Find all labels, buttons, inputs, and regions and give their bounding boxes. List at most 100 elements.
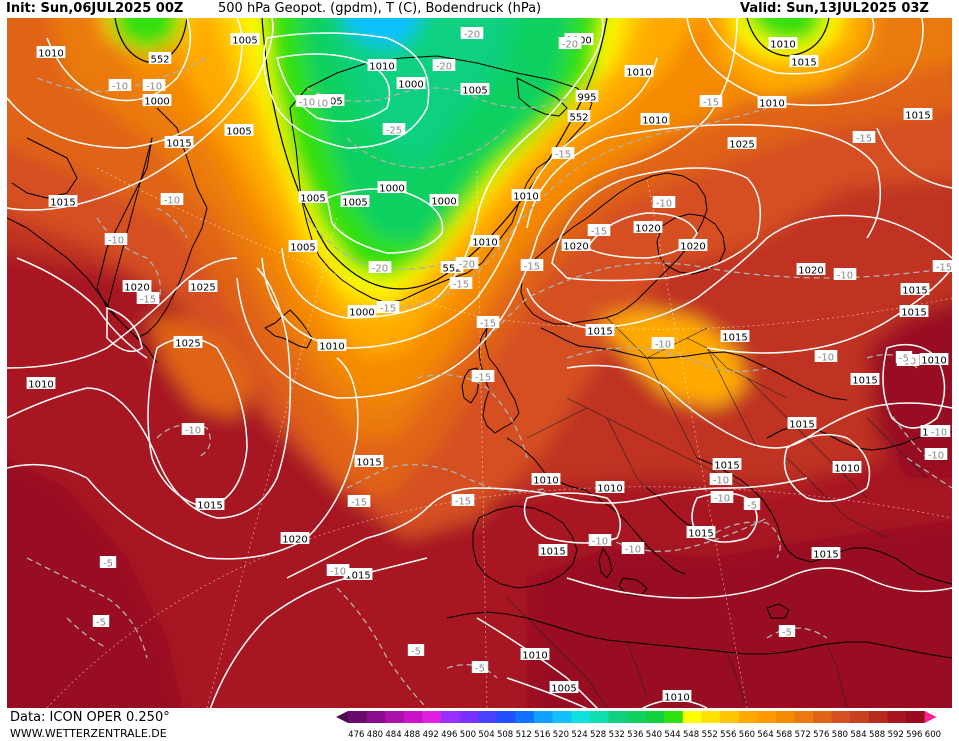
svg-text:-5: -5 — [747, 501, 757, 512]
svg-text:1000: 1000 — [379, 184, 404, 195]
isobar-label: 1015 — [900, 283, 930, 297]
isobar-label: 1000 — [377, 181, 407, 195]
svg-text:-20: -20 — [562, 40, 578, 51]
isobar-label: 1010 — [832, 461, 862, 475]
svg-text:-10: -10 — [656, 199, 672, 210]
isotherm-label: -15 — [520, 259, 544, 273]
isotherm-label: -20 — [432, 59, 456, 73]
isobar-label: 1010 — [26, 377, 56, 391]
colorbar-tick-label: 532 — [609, 730, 625, 740]
svg-text:552: 552 — [569, 113, 588, 124]
isobar-label: 1005 — [224, 124, 254, 138]
svg-text:1015: 1015 — [905, 111, 930, 122]
colorbar-swatch — [459, 711, 479, 723]
isotherm-label: -10 — [181, 423, 205, 437]
isobar-label: 1010 — [662, 690, 692, 704]
colorbar-swatch — [720, 711, 740, 723]
isobar-label: 1015 — [720, 330, 750, 344]
svg-text:-20: -20 — [464, 30, 480, 41]
svg-text:-5: -5 — [411, 647, 421, 658]
colorbar-tick-label: 552 — [702, 730, 718, 740]
colorbar-tick-label: 584 — [850, 730, 866, 740]
svg-text:-10: -10 — [299, 98, 315, 109]
colorbar-swatch — [385, 711, 405, 723]
svg-text:1015: 1015 — [587, 327, 612, 338]
isobar-label: 1000 — [429, 194, 459, 208]
isotherm-label: -10 — [927, 425, 951, 439]
svg-text:1000: 1000 — [144, 97, 169, 108]
isobar-label: 1015 — [712, 458, 742, 472]
svg-text:-5: -5 — [96, 618, 106, 629]
geopotential-label: 552 — [148, 52, 172, 66]
isotherm-label: -15 — [476, 316, 500, 330]
colorbar-swatch — [813, 711, 833, 723]
colorbar-tick-label: 524 — [571, 730, 587, 740]
temperature-labels: -10 -10-20-20-20-25-15-10-10-15-20-20-15-… — [92, 27, 952, 675]
svg-text:1015: 1015 — [813, 550, 838, 561]
svg-text:-10: -10 — [108, 236, 124, 247]
isotherm-label: -20 — [455, 257, 479, 271]
isobar-label: 1015 — [811, 547, 841, 561]
svg-text:1010: 1010 — [834, 464, 859, 475]
isotherm-label: -10 — [833, 268, 857, 282]
svg-text:1025: 1025 — [729, 140, 754, 151]
color-scale-legend: 476 480 484 488 492 496 500 504 508 512 516 520 524 5… — [336, 711, 941, 740]
colorbar-tick-label: 504 — [478, 730, 494, 740]
svg-text:1015: 1015 — [902, 286, 927, 297]
svg-text:-15: -15 — [936, 263, 952, 274]
isotherm-label: -20 — [368, 261, 392, 275]
isotherm-label: -5 — [895, 351, 913, 365]
colorbar-swatch — [738, 711, 758, 723]
init-time: Init: Sun,06JUL2025 00Z — [6, 1, 184, 16]
colorbar-swatch — [831, 711, 851, 723]
svg-text:-10: -10 — [931, 428, 947, 439]
colorbar-high-arrow — [924, 711, 937, 723]
isotherm-label: -10 — [651, 337, 675, 351]
isotherm-label: -5 — [92, 615, 110, 629]
svg-text:-15: -15 — [555, 150, 571, 161]
svg-text:-15: -15 — [856, 134, 872, 145]
isotherm-label: -10 — [652, 196, 676, 210]
isobar-label: 1000 — [142, 94, 172, 108]
colorbar-swatch — [906, 711, 926, 723]
isobar-label: 1020 — [122, 280, 152, 294]
colorbar-tick-label: 568 — [776, 730, 792, 740]
svg-text:995: 995 — [577, 93, 596, 104]
svg-text:1005: 1005 — [551, 684, 576, 695]
colorbar-tick-label: 540 — [646, 730, 662, 740]
svg-text:-5: -5 — [103, 559, 113, 570]
isobar-label: 1010 — [595, 481, 625, 495]
colorbar-tick-label: 556 — [720, 730, 736, 740]
svg-text:-15: -15 — [453, 280, 469, 291]
colorbar-swatch — [850, 711, 870, 723]
svg-text:1020: 1020 — [563, 242, 588, 253]
isobar-label: 1025 — [727, 137, 757, 151]
isobar-label: 1015 — [195, 498, 225, 512]
svg-text:1015: 1015 — [852, 376, 877, 387]
colorbar-tick-label: 536 — [627, 730, 643, 740]
isotherm-label: -5 — [407, 644, 425, 658]
colorbar-swatch — [664, 711, 684, 723]
colorbar-tick-label: 520 — [553, 730, 569, 740]
isotherm-label: -5 — [743, 498, 761, 512]
svg-text:-20: -20 — [459, 260, 475, 271]
colorbar-swatch — [589, 711, 609, 723]
svg-text:-10: -10 — [928, 451, 944, 462]
geopotential-labels: 552 552 552 — [148, 52, 591, 275]
isobar-label: 1010 — [768, 37, 798, 51]
colorbar-swatch — [887, 711, 907, 723]
colorbar-swatch — [534, 711, 554, 723]
colorbar-tick-label: 572 — [795, 730, 811, 740]
svg-text:-10: -10 — [312, 99, 328, 110]
isobar-label: 1010 — [640, 113, 670, 127]
geopotential-label: 552 — [567, 110, 591, 124]
colorbar-swatch — [794, 711, 814, 723]
svg-text:-10: -10 — [655, 340, 671, 351]
isobar-label: 1005 — [288, 240, 318, 254]
borders — [506, 317, 928, 708]
isobar-label: 1025 — [188, 280, 218, 294]
colorbar-tick-label: 596 — [906, 730, 922, 740]
data-source-credit: Data: ICON OPER 0.250° — [10, 710, 170, 725]
isobar-label: 1005 — [230, 33, 260, 47]
isobar-label: 1020 — [796, 263, 826, 277]
